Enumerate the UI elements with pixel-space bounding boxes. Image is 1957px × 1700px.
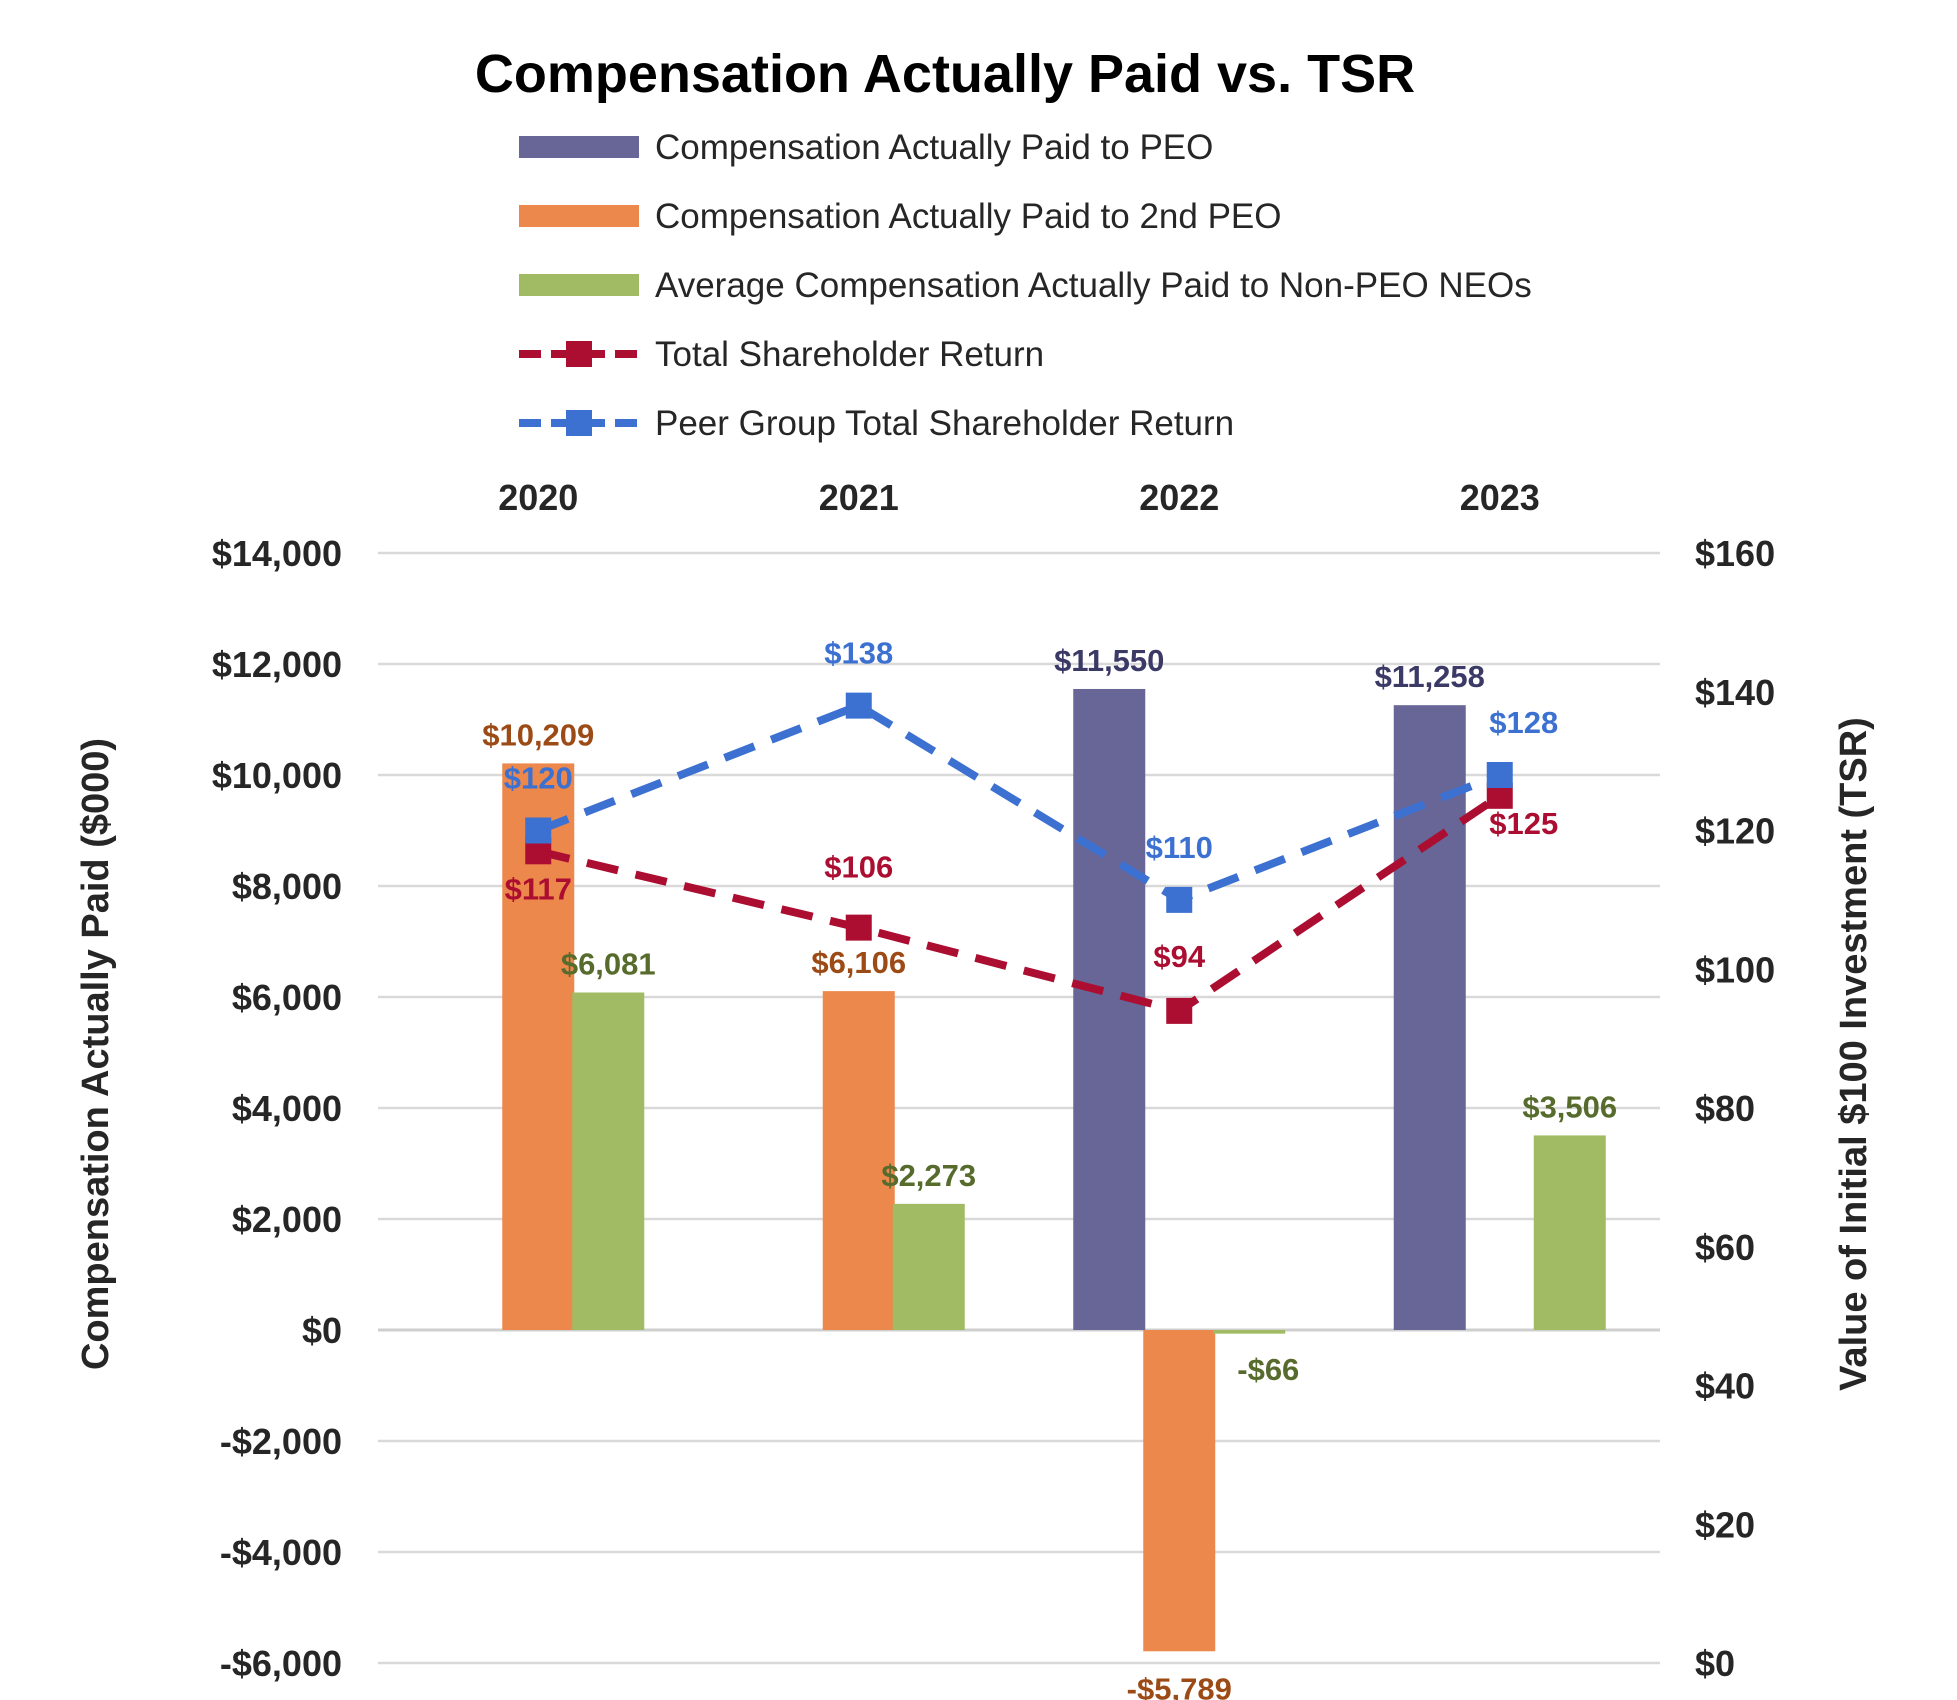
y-tick-label: -$4,000 bbox=[220, 1532, 342, 1573]
data-label: $10,209 bbox=[482, 717, 594, 752]
line-marker bbox=[845, 914, 872, 941]
line-series bbox=[536, 701, 1502, 904]
y-axis-left: $14,000 $12,000 $10,000 $8,000 $6,000 $4,000 $… bbox=[212, 533, 342, 1684]
y2-tick-label: $0 bbox=[1695, 1643, 1735, 1684]
data-label: $106 bbox=[824, 850, 893, 885]
bars bbox=[502, 688, 1606, 1652]
line-marker bbox=[1166, 886, 1193, 913]
y-tick-label: $0 bbox=[302, 1310, 342, 1351]
category-label: 2023 bbox=[1460, 477, 1540, 518]
bar bbox=[572, 992, 645, 1330]
y-tick-label: -$6,000 bbox=[220, 1643, 342, 1684]
y-tick-label: $4,000 bbox=[232, 1088, 342, 1129]
y-tick-label: -$2,000 bbox=[220, 1421, 342, 1462]
bar bbox=[822, 991, 895, 1330]
data-label: $6,081 bbox=[561, 947, 656, 982]
legend-swatch bbox=[519, 136, 639, 158]
legend-label: Total Shareholder Return bbox=[655, 335, 1044, 374]
data-label: $125 bbox=[1489, 806, 1558, 841]
data-label: $128 bbox=[1489, 705, 1558, 740]
y-tick-label: $10,000 bbox=[212, 755, 342, 796]
legend-swatch bbox=[519, 274, 639, 296]
legend-swatch bbox=[519, 205, 639, 227]
chart-title: Compensation Actually Paid vs. TSR bbox=[475, 44, 1415, 104]
data-label: -$5,789 bbox=[1127, 1671, 1232, 1700]
bar bbox=[1393, 705, 1466, 1330]
line-series bbox=[537, 792, 1502, 1015]
data-labels: $11,550 $11,258 $10,209 $6,106 -$5,789 $6,081… bbox=[482, 636, 1617, 1700]
line-marker bbox=[525, 817, 552, 844]
data-label: $3,506 bbox=[1522, 1089, 1617, 1124]
data-label: $94 bbox=[1153, 939, 1205, 974]
legend-label: Compensation Actually Paid to 2nd PEO bbox=[655, 197, 1281, 236]
data-label: $120 bbox=[504, 761, 573, 796]
data-label: $6,106 bbox=[811, 945, 906, 980]
legend-marker bbox=[566, 341, 592, 367]
category-label: 2020 bbox=[498, 477, 578, 518]
y2-tick-label: $20 bbox=[1695, 1504, 1755, 1545]
data-label: $117 bbox=[505, 871, 572, 906]
legend-label: Average Compensation Actually Paid to No… bbox=[655, 266, 1532, 305]
category-label: 2021 bbox=[819, 477, 899, 518]
y2-tick-label: $100 bbox=[1695, 949, 1775, 990]
y2-tick-label: $40 bbox=[1695, 1366, 1755, 1407]
category-labels: 2020 2021 2022 2023 bbox=[498, 477, 1540, 518]
y-tick-label: $8,000 bbox=[232, 866, 342, 907]
legend-label: Peer Group Total Shareholder Return bbox=[655, 404, 1234, 443]
legend-label: Compensation Actually Paid to PEO bbox=[655, 128, 1213, 167]
bar bbox=[1073, 688, 1146, 1330]
data-label: -$66 bbox=[1237, 1352, 1299, 1387]
data-label: $2,273 bbox=[881, 1158, 976, 1193]
lines bbox=[525, 692, 1513, 1024]
y-tick-label: $14,000 bbox=[212, 533, 342, 574]
legend-marker bbox=[566, 410, 592, 436]
line-marker bbox=[845, 692, 872, 719]
y-tick-label: $2,000 bbox=[232, 1199, 342, 1240]
y2-tick-label: $160 bbox=[1695, 533, 1775, 574]
y2-tick-label: $60 bbox=[1695, 1227, 1755, 1268]
line-marker bbox=[1166, 997, 1193, 1024]
y-axis-title: Compensation Actually Paid ($000) bbox=[75, 738, 117, 1370]
line-marker bbox=[1486, 762, 1513, 788]
y-tick-label: $12,000 bbox=[212, 644, 342, 685]
bar bbox=[1143, 1330, 1216, 1652]
data-label: $11,550 bbox=[1054, 643, 1164, 678]
y2-tick-label: $140 bbox=[1695, 672, 1775, 713]
y-tick-label: $6,000 bbox=[232, 977, 342, 1018]
legend: Compensation Actually Paid to PEO Compens… bbox=[519, 128, 1532, 443]
data-label: $11,258 bbox=[1375, 659, 1485, 694]
y-axis-right: $160 $140 $120 $100 $80 $60 $40 $20 $0 bbox=[1695, 533, 1775, 1684]
category-label: 2022 bbox=[1139, 477, 1219, 518]
y2-tick-label: $80 bbox=[1695, 1088, 1755, 1129]
y2-tick-label: $120 bbox=[1695, 811, 1775, 852]
bar bbox=[892, 1203, 965, 1330]
data-label: $110 bbox=[1146, 830, 1213, 865]
bar bbox=[1533, 1135, 1606, 1330]
bar bbox=[1213, 1330, 1286, 1334]
data-label: $138 bbox=[824, 636, 893, 671]
y2-axis-title: Value of Initial $100 Investment (TSR) bbox=[1833, 717, 1875, 1391]
